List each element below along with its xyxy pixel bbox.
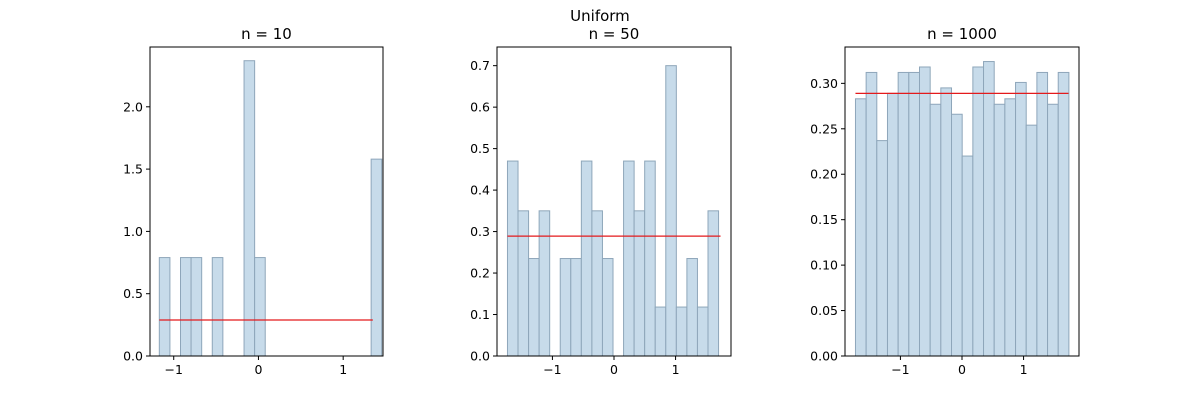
histogram-bar <box>601 258 614 357</box>
y-tick-label: 1.5 <box>123 162 143 177</box>
histogram-bar <box>865 71 878 357</box>
histogram-bar <box>243 60 256 357</box>
histogram-bar <box>180 257 192 357</box>
histogram-bar <box>908 71 921 357</box>
histogram-bar <box>517 210 530 357</box>
panel-title: n = 50 <box>589 25 640 43</box>
y-tick-label: 0.20 <box>810 167 838 182</box>
histogram-bar <box>538 210 551 357</box>
y-tick-label: 0.7 <box>470 58 490 73</box>
histogram-bar <box>940 87 953 357</box>
y-tick-label: 0.10 <box>810 258 838 273</box>
histogram-bar <box>570 258 582 357</box>
histogram-bar <box>190 257 203 357</box>
histogram-bar <box>854 98 867 357</box>
histogram-bar <box>158 257 171 357</box>
x-tick-label: 0 <box>254 362 262 377</box>
histogram-bar <box>1057 71 1070 357</box>
y-tick-label: 0.15 <box>810 212 838 227</box>
panel-3: −1 0 1 0.00 0.05 0.10 0.15 0.20 0.25 0.30 n = 1000 <box>810 25 1080 377</box>
histogram-bar <box>983 61 995 357</box>
histogram-bar <box>919 66 931 357</box>
histogram-bar <box>506 160 519 357</box>
histogram-bar <box>886 92 899 357</box>
histogram-bar <box>993 103 1006 357</box>
histogram-bar <box>675 306 688 357</box>
histogram-bar <box>961 155 974 357</box>
x-tick-label: 0 <box>610 362 618 377</box>
y-tick-label: 0.6 <box>470 100 490 115</box>
x-tick-label: −1 <box>165 362 183 377</box>
y-tick-label: 1.0 <box>123 224 143 239</box>
y-tick-label: 0.0 <box>123 349 143 364</box>
y-tick-label: 0.00 <box>810 349 838 364</box>
histogram-bar <box>633 210 646 357</box>
histogram-bar <box>876 140 888 357</box>
histogram-bar <box>211 257 224 357</box>
y-tick-label: 0.0 <box>470 349 490 364</box>
histogram-bar <box>623 160 635 357</box>
y-tick-label: 0.25 <box>810 121 838 136</box>
panel-2: −1 0 1 0.0 0.1 0.2 0.3 0.4 0.5 0.6 0.7 n = 50 <box>470 25 732 377</box>
histogram-bar <box>1025 124 1038 357</box>
histogram-bar <box>951 113 963 357</box>
y-tick-label: 0.2 <box>470 266 490 281</box>
histogram-bar <box>972 66 985 357</box>
figure-suptitle: Uniform <box>570 7 630 25</box>
y-tick-label: 0.4 <box>470 183 490 198</box>
x-tick-label: 0 <box>958 362 966 377</box>
histogram-bar <box>1004 98 1017 357</box>
y-tick-label: 0.1 <box>470 307 490 322</box>
histogram-bar <box>580 160 593 357</box>
panel-title: n = 1000 <box>927 25 997 43</box>
x-tick-label: 1 <box>672 362 680 377</box>
histogram-bar <box>929 103 942 357</box>
x-tick-label: 1 <box>1020 362 1028 377</box>
histogram-bar <box>254 257 266 357</box>
histogram-bar <box>1036 71 1049 357</box>
histogram-bar <box>644 160 656 357</box>
histogram-bar <box>528 258 540 357</box>
y-tick-label: 0.5 <box>123 286 143 301</box>
y-tick-label: 0.3 <box>470 224 490 239</box>
histogram-bar <box>665 65 677 357</box>
histogram-bar <box>707 210 720 357</box>
histogram-bar <box>696 306 709 357</box>
histogram-bar <box>591 210 603 357</box>
x-tick-label: 1 <box>339 362 347 377</box>
histogram-bar <box>654 306 667 357</box>
x-tick-label: −1 <box>543 362 561 377</box>
x-tick-label: −1 <box>891 362 909 377</box>
y-tick-label: 2.0 <box>123 99 143 114</box>
histogram-bar <box>897 71 910 357</box>
panel-1: −1 0 1 0.0 0.5 1.0 1.5 2.0 n = 10 <box>123 25 384 377</box>
histogram-bar <box>686 258 698 357</box>
axes-frame <box>149 46 384 357</box>
histogram-bar <box>370 158 383 357</box>
y-tick-label: 0.05 <box>810 303 838 318</box>
histogram-bar <box>1015 81 1027 357</box>
histogram-bar <box>1047 103 1059 357</box>
y-tick-label: 0.30 <box>810 76 838 91</box>
panel-title: n = 10 <box>241 25 292 43</box>
y-tick-label: 0.5 <box>470 141 490 156</box>
histogram-bar <box>559 258 572 357</box>
